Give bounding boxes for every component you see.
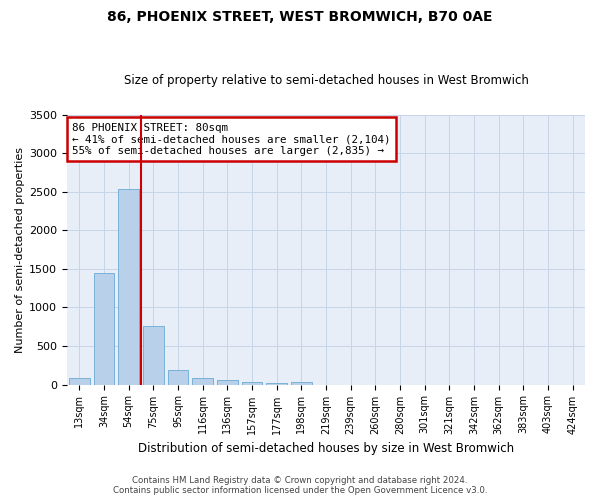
Text: Contains HM Land Registry data © Crown copyright and database right 2024.
Contai: Contains HM Land Registry data © Crown c… xyxy=(113,476,487,495)
Bar xyxy=(118,190,139,384)
Bar xyxy=(217,380,238,384)
Bar xyxy=(266,383,287,384)
Text: 86, PHOENIX STREET, WEST BROMWICH, B70 0AE: 86, PHOENIX STREET, WEST BROMWICH, B70 0… xyxy=(107,10,493,24)
Bar xyxy=(94,274,115,384)
Bar xyxy=(69,378,90,384)
Text: 86 PHOENIX STREET: 80sqm
← 41% of semi-detached houses are smaller (2,104)
55% o: 86 PHOENIX STREET: 80sqm ← 41% of semi-d… xyxy=(72,122,391,156)
Y-axis label: Number of semi-detached properties: Number of semi-detached properties xyxy=(15,146,25,352)
X-axis label: Distribution of semi-detached houses by size in West Bromwich: Distribution of semi-detached houses by … xyxy=(138,442,514,455)
Bar xyxy=(143,326,164,384)
Title: Size of property relative to semi-detached houses in West Bromwich: Size of property relative to semi-detach… xyxy=(124,74,529,87)
Bar xyxy=(167,370,188,384)
Bar xyxy=(242,382,262,384)
Bar xyxy=(192,378,213,384)
Bar xyxy=(291,382,312,384)
